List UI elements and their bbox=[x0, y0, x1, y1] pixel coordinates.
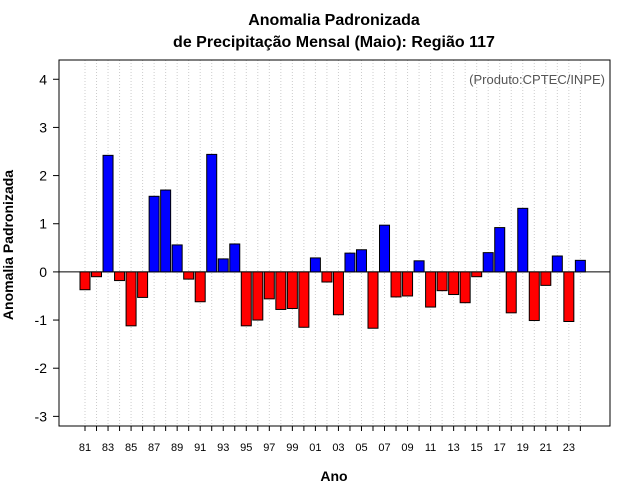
bar-15 bbox=[471, 271, 483, 278]
bar-87 bbox=[148, 195, 160, 273]
bar-81 bbox=[79, 271, 91, 291]
bar-85 bbox=[125, 271, 137, 327]
bar-99 bbox=[286, 271, 298, 309]
bar-86 bbox=[137, 271, 149, 298]
x-tick-label: 13 bbox=[448, 442, 460, 454]
x-tick-label: 17 bbox=[494, 442, 506, 454]
bar-84 bbox=[114, 271, 126, 282]
x-tick-label: 23 bbox=[563, 442, 575, 454]
bar-97 bbox=[263, 271, 275, 300]
bar-12 bbox=[436, 271, 448, 292]
x-tick-label: 93 bbox=[217, 442, 229, 454]
bar-24 bbox=[574, 259, 586, 273]
bar-23 bbox=[563, 271, 575, 322]
x-tick-label: 91 bbox=[194, 442, 206, 454]
x-tick-label: 19 bbox=[517, 442, 529, 454]
x-tick-label: 81 bbox=[79, 442, 91, 454]
bar-10 bbox=[413, 260, 425, 273]
x-axis-title: Ano bbox=[320, 468, 347, 484]
x-tick-label: 03 bbox=[332, 442, 344, 454]
x-tick-label: 99 bbox=[286, 442, 298, 454]
x-tick-label: 07 bbox=[378, 442, 390, 454]
bar-11 bbox=[425, 271, 437, 308]
plot-frame bbox=[58, 59, 611, 427]
credit-label: (Produto:CPTEC/INPE) bbox=[469, 72, 605, 87]
bar-21 bbox=[540, 271, 552, 286]
x-tick-label: 21 bbox=[540, 442, 552, 454]
bars bbox=[79, 153, 586, 329]
bar-88 bbox=[160, 189, 172, 273]
bar-16 bbox=[482, 252, 494, 273]
y-tick-label: 4 bbox=[39, 71, 47, 87]
chart-title-line1: Anomalia Padronizada bbox=[248, 12, 420, 29]
bar-02 bbox=[321, 271, 333, 283]
bar-19 bbox=[517, 207, 529, 273]
x-tick-label: 11 bbox=[425, 442, 436, 454]
y-tick-label: 1 bbox=[39, 216, 47, 232]
x-tick-label: 05 bbox=[355, 442, 367, 454]
x-tick-label: 89 bbox=[171, 442, 183, 454]
y-axis: -3 -2 -1 0 1 2 3 4 bbox=[35, 71, 59, 424]
bar-22 bbox=[551, 255, 563, 273]
y-tick-label: -3 bbox=[35, 408, 48, 424]
bar-89 bbox=[171, 244, 183, 273]
bar-04 bbox=[344, 252, 356, 273]
y-tick-label: -2 bbox=[35, 360, 48, 376]
x-tick-label: 85 bbox=[125, 442, 137, 454]
bar-91 bbox=[194, 271, 206, 303]
bar-06 bbox=[367, 271, 379, 329]
y-tick-label: 3 bbox=[39, 119, 47, 135]
bar-13 bbox=[448, 271, 460, 296]
bar-20 bbox=[528, 271, 540, 322]
bar-96 bbox=[252, 271, 264, 321]
x-tick-label: 15 bbox=[471, 442, 483, 454]
y-tick-label: 2 bbox=[39, 168, 47, 184]
x-tick-label: 83 bbox=[102, 442, 114, 454]
bar-08 bbox=[390, 271, 402, 298]
bar-05 bbox=[355, 249, 367, 273]
x-tick-label: 95 bbox=[240, 442, 252, 454]
bar-07 bbox=[379, 224, 391, 273]
bar-95 bbox=[240, 271, 252, 327]
y-tick-label: 0 bbox=[39, 264, 47, 280]
bar-93 bbox=[217, 258, 229, 273]
x-tick-label: 01 bbox=[309, 442, 321, 454]
bar-14 bbox=[459, 271, 471, 304]
bar-94 bbox=[229, 243, 241, 273]
x-tick-label: 09 bbox=[401, 442, 413, 454]
bar-09 bbox=[402, 271, 414, 297]
y-axis-title: Anomalia Padronizada bbox=[0, 170, 16, 320]
bar-18 bbox=[505, 271, 517, 314]
bar-90 bbox=[183, 271, 195, 280]
bar-01 bbox=[309, 257, 321, 273]
chart-title-line2: de Precipitação Mensal (Maio): Região 11… bbox=[173, 34, 495, 51]
bar-17 bbox=[494, 227, 506, 273]
y-tick-label: -1 bbox=[35, 312, 48, 328]
bar-03 bbox=[332, 271, 344, 316]
bar-98 bbox=[275, 271, 287, 310]
bar-00 bbox=[298, 271, 310, 328]
bar-92 bbox=[206, 153, 218, 273]
x-tick-label: 87 bbox=[148, 442, 160, 454]
bar-82 bbox=[91, 271, 103, 278]
x-axis: 81 83 85 87 89 91 93 95 97 99 01 03 05 07 09 11 13 15 17 19… bbox=[79, 426, 581, 454]
x-tick-label: 97 bbox=[263, 442, 275, 454]
bar-83 bbox=[102, 154, 114, 273]
